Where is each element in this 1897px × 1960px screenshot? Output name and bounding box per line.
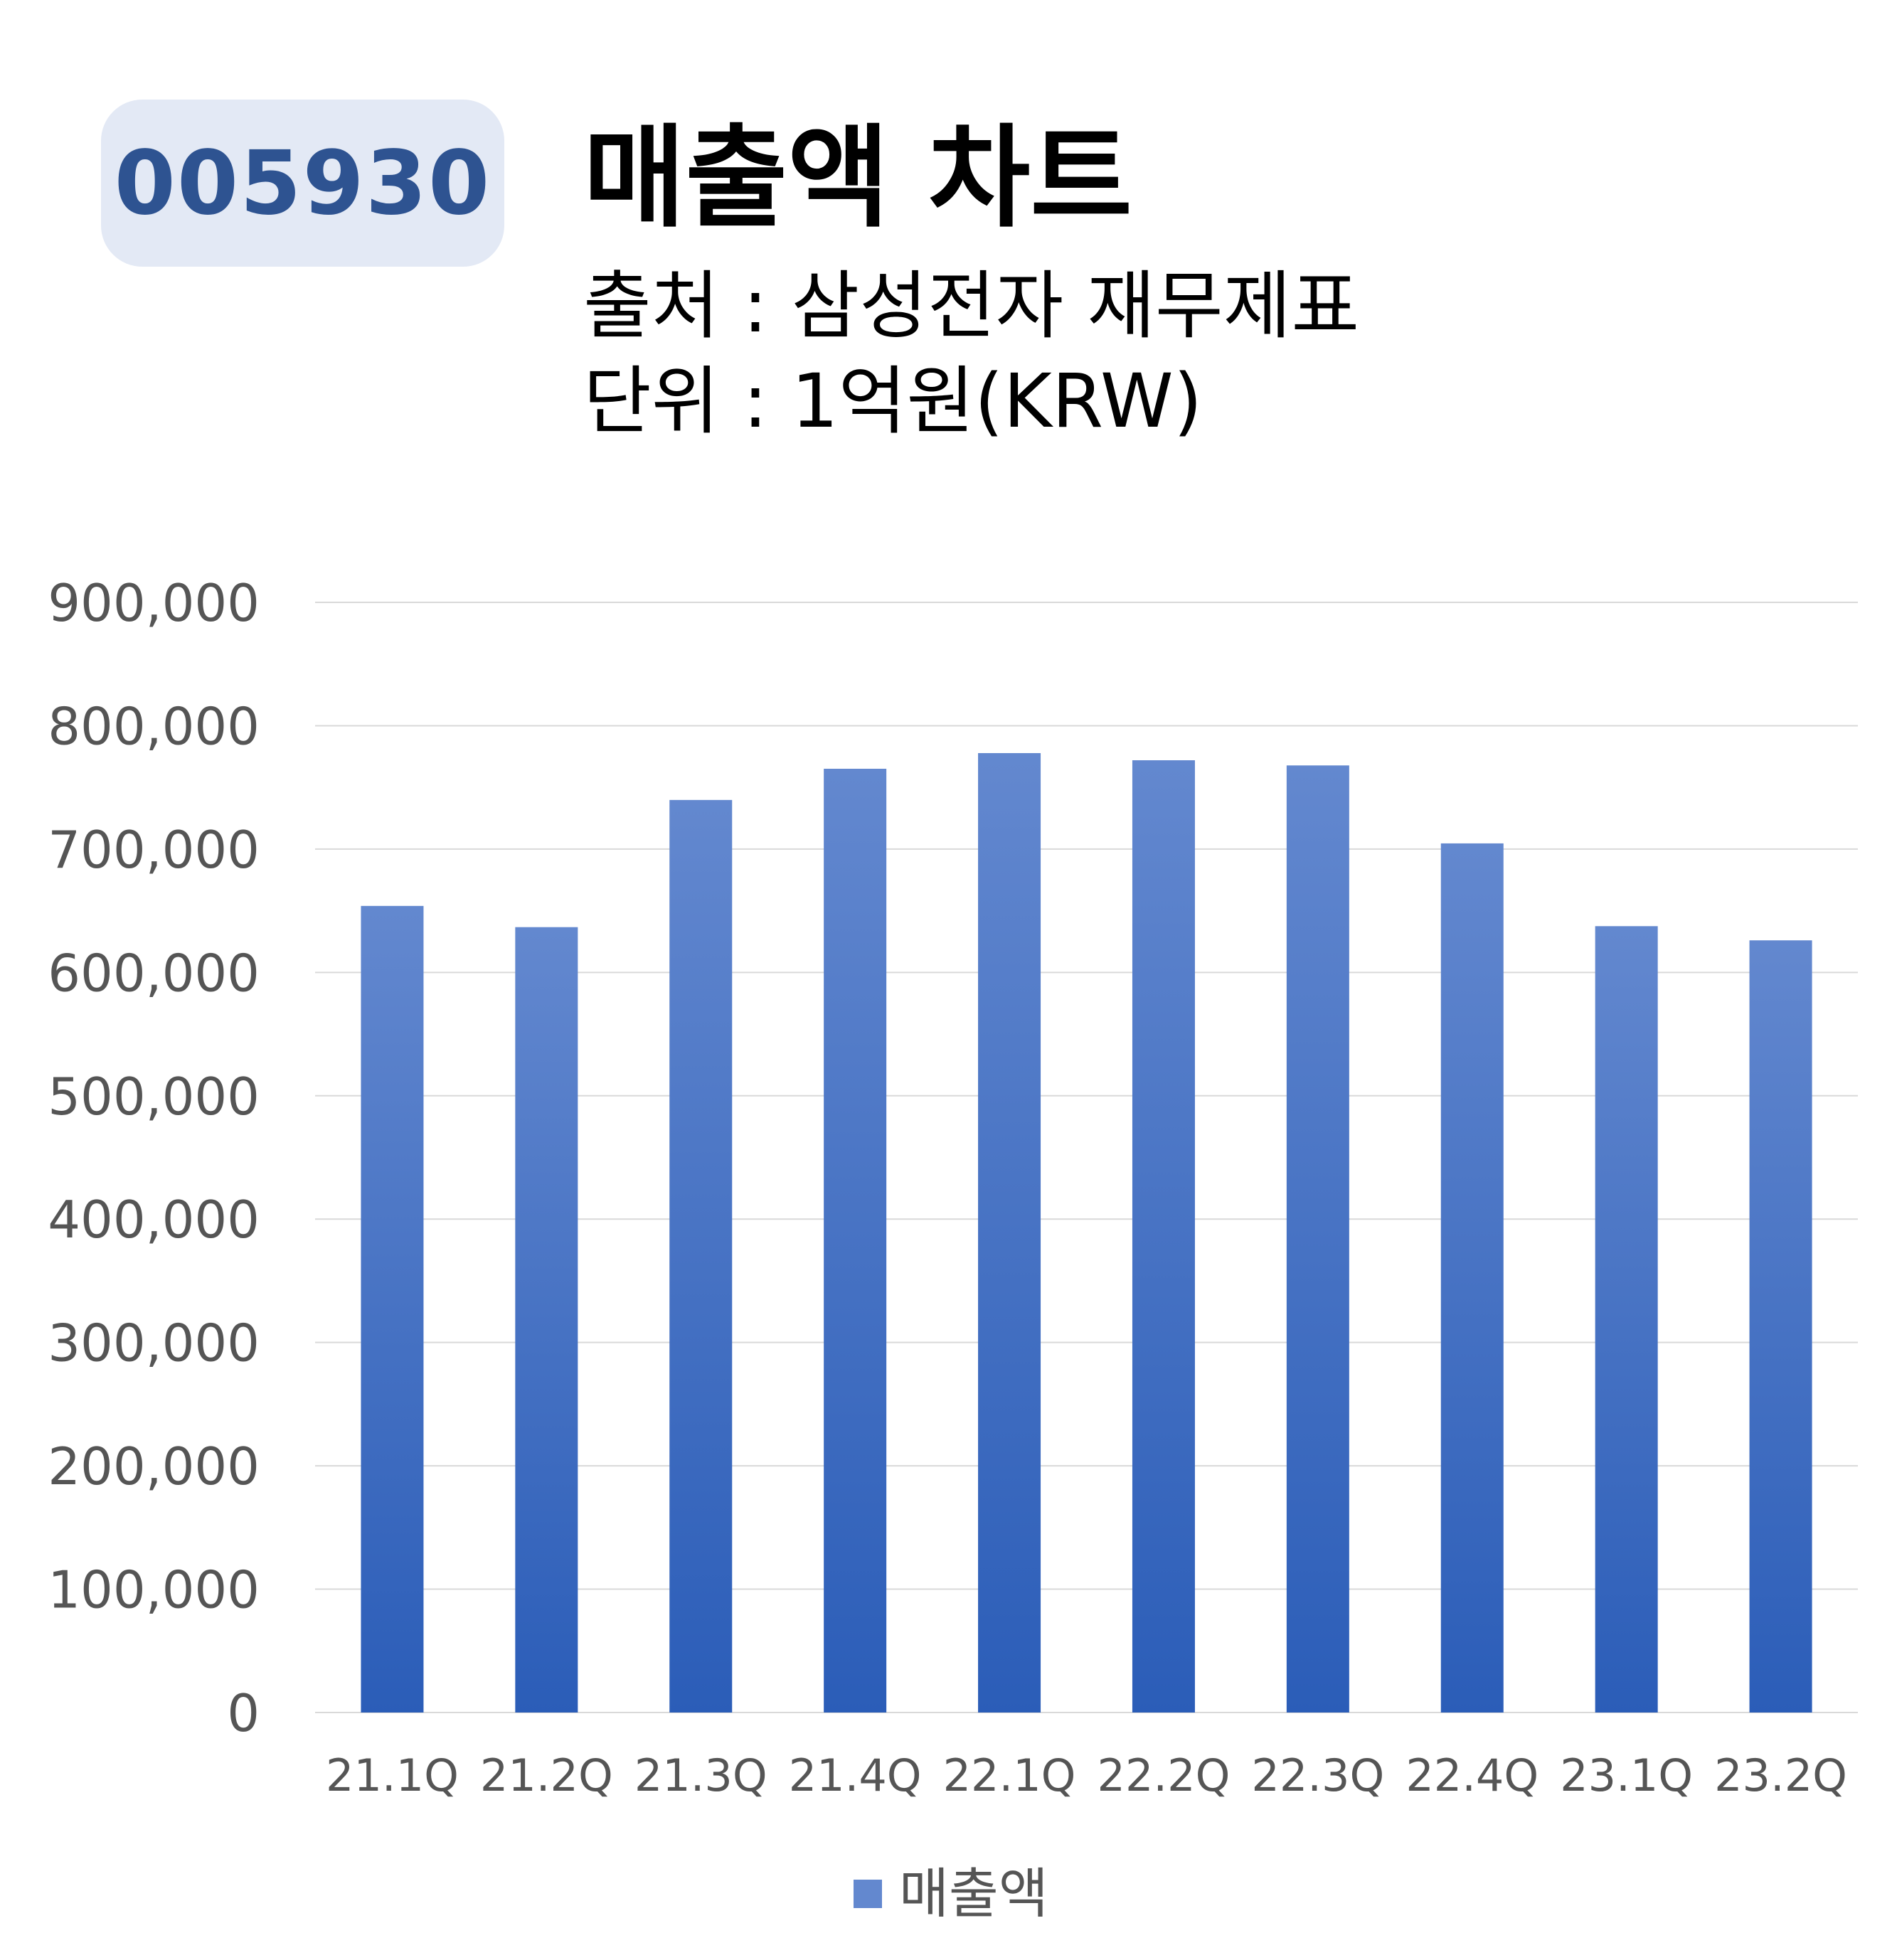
bar-22.2Q [1132, 760, 1195, 1713]
ticker-code: 005930 [114, 132, 491, 235]
bar-23.1Q [1595, 926, 1658, 1713]
y-tick-label: 600,000 [48, 943, 260, 1003]
x-axis-ticks: 21.1Q 21.2Q 21.3Q 21.4Q 22.1Q 22.2Q 22.3Q 22.4Q… [326, 1749, 1847, 1801]
x-tick-label: 22.3Q [1251, 1749, 1384, 1801]
x-tick-label: 21.1Q [326, 1749, 459, 1801]
bar-22.4Q [1440, 843, 1504, 1713]
bars [361, 752, 1812, 1713]
legend: 매출액 [854, 1867, 1048, 1921]
bar-21.2Q [515, 927, 578, 1713]
y-tick-label: 400,000 [48, 1190, 260, 1250]
bar-21.3Q [669, 799, 733, 1713]
x-tick-label: 21.2Q [480, 1749, 613, 1801]
y-axis-ticks: 0 100,000 200,000 300,000 400,000 500,000 600,… [48, 573, 260, 1743]
x-tick-label: 21.3Q [634, 1749, 767, 1801]
x-tick-label: 23.2Q [1714, 1749, 1847, 1801]
x-tick-label: 21.4Q [789, 1749, 922, 1801]
legend-swatch [854, 1880, 882, 1908]
unit-note: 단위 : 1억원(KRW) [583, 358, 1203, 444]
bar-22.3Q [1286, 765, 1349, 1713]
y-tick-label: 800,000 [48, 696, 260, 756]
bar-21.1Q [361, 905, 424, 1713]
legend-label: 매출액 [899, 1862, 1048, 1925]
bar-22.1Q [978, 752, 1041, 1713]
x-tick-label: 23.1Q [1560, 1749, 1693, 1801]
y-tick-label: 500,000 [48, 1067, 260, 1127]
y-tick-label: 100,000 [48, 1560, 260, 1620]
ticker-badge: 005930 [101, 100, 504, 267]
x-tick-label: 22.1Q [943, 1749, 1076, 1801]
y-tick-label: 900,000 [48, 573, 260, 633]
chart-title: 매출액 차트 [583, 113, 1132, 243]
bar-21.4Q [824, 768, 887, 1713]
y-tick-label: 300,000 [48, 1314, 260, 1373]
y-tick-label: 0 [227, 1683, 260, 1743]
y-tick-label: 200,000 [48, 1437, 260, 1496]
source-note: 출처 : 삼성전자 재무제표 [583, 262, 1360, 349]
x-tick-label: 22.4Q [1406, 1749, 1539, 1801]
bar-23.2Q [1749, 940, 1812, 1713]
y-tick-label: 700,000 [48, 820, 260, 880]
x-tick-label: 22.2Q [1098, 1749, 1231, 1801]
